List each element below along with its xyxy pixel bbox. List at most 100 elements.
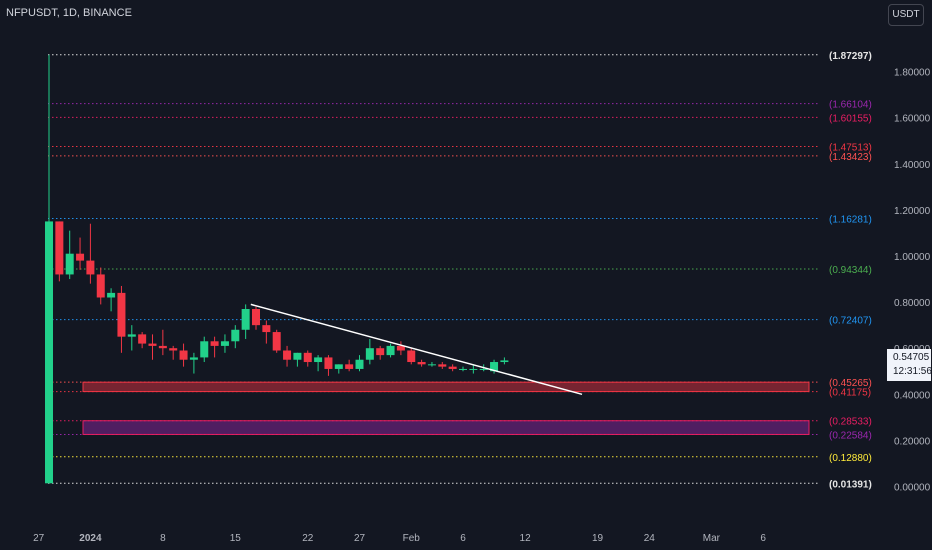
level-label: (0.28533)	[829, 417, 872, 428]
candles-layer	[45, 54, 509, 484]
candle	[396, 341, 405, 356]
level-label: (1.47513)	[829, 142, 872, 153]
candle	[169, 345, 178, 360]
time-tick-label: 27	[354, 533, 366, 544]
zones-layer	[82, 381, 810, 435]
candle	[500, 357, 509, 365]
candle	[376, 345, 385, 360]
candle-body	[65, 253, 74, 275]
level-label: (0.45265)	[829, 378, 872, 389]
candle-body	[314, 357, 323, 363]
price-tick-label: 1.00000	[894, 252, 931, 263]
last-price-tag: 0.54705 12:31:56	[887, 349, 932, 381]
candle	[220, 334, 229, 353]
price-tick-label: 0.00000	[894, 483, 931, 494]
time-tick-label: 27	[33, 533, 45, 544]
price-tick-label: 0.40000	[894, 390, 931, 401]
candle	[427, 362, 436, 367]
level-label: (1.87297)	[829, 51, 872, 62]
candle-body	[148, 343, 157, 346]
price-tick-label: 1.20000	[894, 206, 931, 217]
time-tick-label: 6	[760, 533, 766, 544]
candle	[407, 348, 416, 365]
trendline	[250, 303, 583, 396]
time-tick-label: 22	[302, 533, 314, 544]
candle-body	[469, 368, 478, 370]
time-tick-label: 12	[520, 533, 532, 544]
candle	[127, 325, 136, 351]
candle-body	[345, 364, 354, 369]
level-label: (0.12880)	[829, 453, 872, 464]
candle	[96, 267, 105, 305]
zone-box	[82, 420, 810, 435]
currency-button[interactable]: USDT	[888, 4, 924, 26]
time-tick-label: Mar	[703, 533, 721, 544]
candle	[210, 336, 219, 358]
level-label: (0.41175)	[829, 388, 871, 399]
zone-box	[82, 381, 810, 393]
level-label: (0.94344)	[829, 265, 872, 276]
candle-body	[220, 341, 229, 346]
candle	[158, 329, 167, 356]
candle	[303, 350, 312, 367]
price-tick-label: 1.40000	[894, 160, 931, 171]
candle	[355, 355, 364, 372]
candle	[200, 336, 209, 363]
candle-body	[479, 368, 488, 370]
time-tick-label: 15	[230, 533, 242, 544]
candle-body	[45, 221, 53, 484]
candle	[76, 237, 85, 270]
candle-body	[283, 350, 292, 360]
candle-body	[210, 341, 219, 346]
candle-body	[86, 260, 95, 275]
candle	[189, 352, 198, 374]
candle-body	[396, 345, 405, 351]
candle-body	[241, 309, 250, 330]
candle-body	[189, 357, 198, 360]
price-tick-label: 0.80000	[894, 298, 931, 309]
candle-body	[324, 357, 333, 369]
candle-body	[76, 253, 85, 261]
candle	[324, 355, 333, 376]
price-axis: 1.80000 1.60000 1.40000 1.20000 1.00000 0.800…	[894, 68, 931, 494]
candle	[138, 332, 147, 349]
candle	[459, 366, 467, 372]
candle-body	[417, 362, 426, 365]
candle	[65, 230, 74, 280]
candle-body	[303, 352, 312, 363]
time-tick-label: Feb	[403, 533, 421, 544]
level-label: (1.43423)	[829, 152, 872, 163]
candle	[417, 359, 426, 367]
candle-body	[179, 350, 188, 360]
candle	[86, 223, 95, 284]
level-label: (1.60155)	[829, 113, 872, 124]
candle-body	[127, 334, 136, 337]
candle-body	[365, 348, 374, 360]
candle-body	[107, 292, 116, 298]
level-label: (0.01391)	[829, 479, 872, 490]
candle	[148, 334, 157, 360]
time-tick-label: 2024	[79, 533, 102, 544]
time-tick-label: 8	[160, 533, 166, 544]
candle-body	[386, 345, 395, 356]
candle-body	[500, 360, 509, 363]
candle	[448, 364, 457, 372]
candle-body	[355, 359, 364, 369]
trendline-layer	[250, 303, 583, 396]
candle	[469, 364, 478, 374]
candle-body	[252, 309, 260, 326]
level-label: (1.16281)	[829, 214, 872, 225]
candle	[231, 325, 240, 349]
level-label: (0.22584)	[829, 430, 872, 441]
candle	[293, 352, 302, 367]
candle	[490, 359, 499, 374]
candle-body	[438, 364, 447, 367]
candle-body	[427, 364, 436, 366]
candle	[252, 306, 260, 330]
candle	[117, 285, 126, 353]
candle-body	[459, 368, 467, 370]
candle-body	[96, 274, 105, 298]
candle	[283, 345, 292, 367]
candle-body	[200, 341, 209, 358]
